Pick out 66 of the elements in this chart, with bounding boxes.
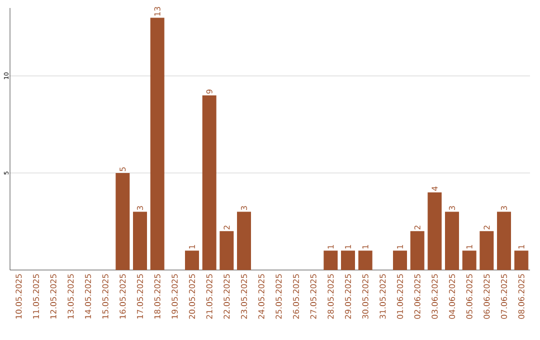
bar	[358, 250, 372, 270]
x-tick-label: 05.06.2025	[466, 274, 472, 319]
x-tick-label: 19.05.2025	[172, 274, 178, 318]
data-label: 3	[448, 206, 456, 210]
x-tick-label: 11.05.2025	[32, 274, 40, 318]
x-tick-label: 27.05.2025	[310, 274, 316, 319]
bar	[341, 250, 356, 270]
data-label: 1	[397, 245, 403, 249]
data-label: 1	[328, 245, 334, 249]
data-label: 1	[362, 245, 368, 249]
data-label: 2	[484, 226, 490, 230]
data-label: 1	[345, 245, 351, 249]
bar	[150, 18, 164, 270]
x-tick-label: 10.05.2025	[16, 274, 22, 318]
x-tick-label: 04.06.2025	[448, 274, 456, 319]
bar	[410, 231, 424, 270]
x-tick-label: 01.06.2025	[396, 274, 404, 319]
data-label: 9	[206, 90, 212, 94]
bar	[393, 250, 407, 270]
data-label: 1	[189, 245, 195, 249]
data-label: 4	[432, 186, 438, 191]
data-label: 3	[136, 206, 144, 210]
x-tick-label: 08.06.2025	[518, 274, 524, 319]
x-tick-label: 31.05.2025	[380, 274, 386, 319]
x-tick-label: 23.05.2025	[240, 274, 248, 319]
x-tick-label: 30.05.2025	[362, 274, 368, 319]
data-label: 1	[466, 245, 472, 249]
x-tick-label: 15.05.2025	[102, 274, 108, 318]
data-label: 13	[154, 6, 160, 16]
x-tick-label: 16.05.2025	[120, 274, 126, 318]
bar	[445, 212, 460, 270]
data-label: 2	[414, 226, 420, 230]
data-label: 3	[500, 206, 508, 210]
bar	[220, 231, 234, 270]
x-tick-label: 18.05.2025	[154, 274, 160, 318]
x-tick-label: 02.06.2025	[414, 274, 420, 319]
x-tick-label: 06.06.2025	[484, 274, 490, 319]
x-tick-label: 24.05.2025	[258, 274, 264, 319]
data-label: 3	[240, 206, 248, 210]
x-tick-label: 17.05.2025	[136, 274, 144, 318]
bar	[237, 212, 251, 270]
x-tick-label: 28.05.2025	[328, 274, 334, 319]
x-tick-label: 03.06.2025	[432, 274, 438, 319]
x-tick-label: 25.05.2025	[276, 274, 282, 319]
x-tick-label: 29.05.2025	[344, 274, 352, 319]
data-label: 5	[120, 167, 126, 172]
data-label: 2	[224, 226, 230, 230]
x-tick-label: 21.05.2025	[206, 274, 212, 319]
x-tick-label: 22.05.2025	[224, 274, 230, 319]
bar	[480, 231, 494, 270]
bar	[324, 250, 338, 270]
x-tick-label: 13.05.2025	[68, 274, 74, 318]
x-tick-label: 20.05.2025	[188, 274, 196, 319]
bar	[497, 212, 512, 270]
bar	[462, 250, 476, 270]
data-label: 1	[518, 245, 524, 249]
bar	[202, 95, 216, 270]
bar	[133, 212, 148, 270]
bar	[116, 172, 130, 270]
x-tick-label: 12.05.2025	[50, 274, 56, 318]
bar	[514, 250, 528, 270]
x-tick-label: 14.05.2025	[84, 274, 92, 318]
bar	[428, 192, 442, 270]
x-tick-label: 26.05.2025	[292, 274, 300, 319]
bar	[185, 250, 200, 270]
x-tick-label: 07.06.2025	[500, 274, 508, 319]
